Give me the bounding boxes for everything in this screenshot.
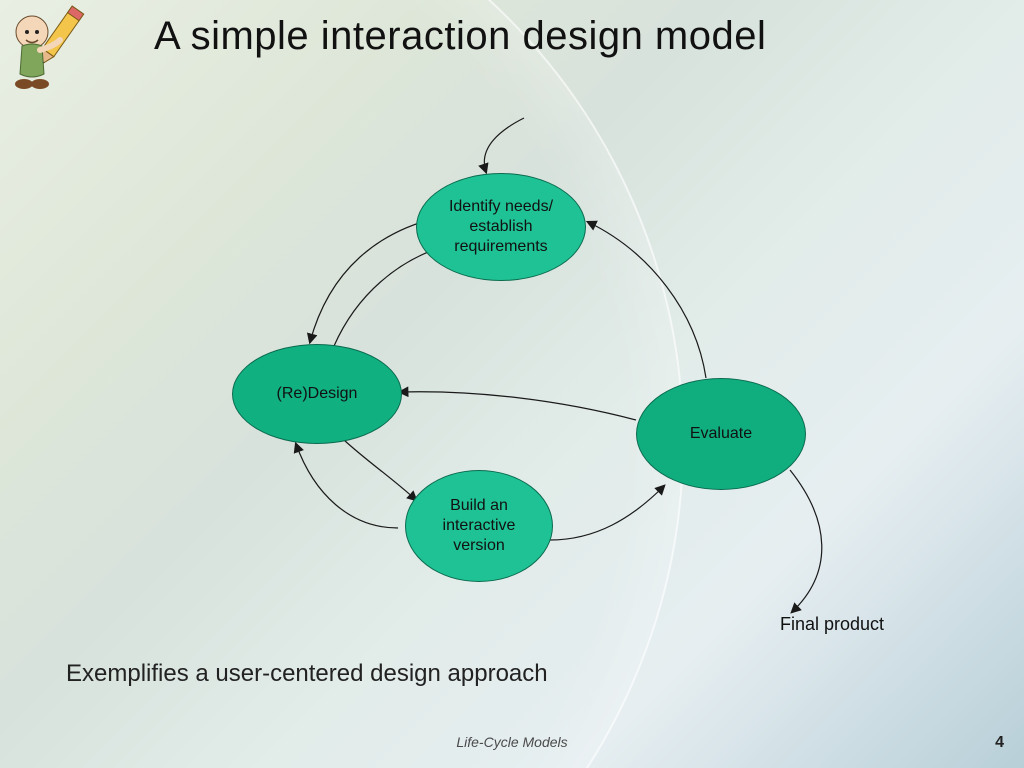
edge-entry	[484, 118, 524, 172]
slide-title: A simple interaction design model	[154, 14, 766, 59]
final-product-label: Final product	[780, 614, 884, 635]
slide-subtitle: Exemplifies a user-centered design appro…	[66, 660, 548, 688]
edge-evaluate-to-final	[790, 470, 822, 612]
mascot-icon	[4, 2, 88, 94]
edge-build-to-evaluate	[550, 486, 664, 540]
node-evaluate: Evaluate	[636, 378, 806, 490]
node-identify: Identify needs/establishrequirements	[416, 173, 586, 281]
diagram-arrows	[0, 0, 1024, 768]
node-build: Build aninteractiveversion	[405, 470, 553, 582]
footer-text: Life-Cycle Models	[0, 734, 1024, 750]
edge-evaluate-to-redesign	[400, 392, 636, 420]
node-redesign: (Re)Design	[232, 344, 402, 444]
slide: A simple interaction design model Identi…	[0, 0, 1024, 768]
edge-evaluate-to-identify	[588, 222, 706, 378]
edge-redesign-to-build-upper	[344, 440, 416, 500]
page-number: 4	[995, 734, 1004, 752]
edge-build-to-redesign-lower	[296, 444, 398, 528]
